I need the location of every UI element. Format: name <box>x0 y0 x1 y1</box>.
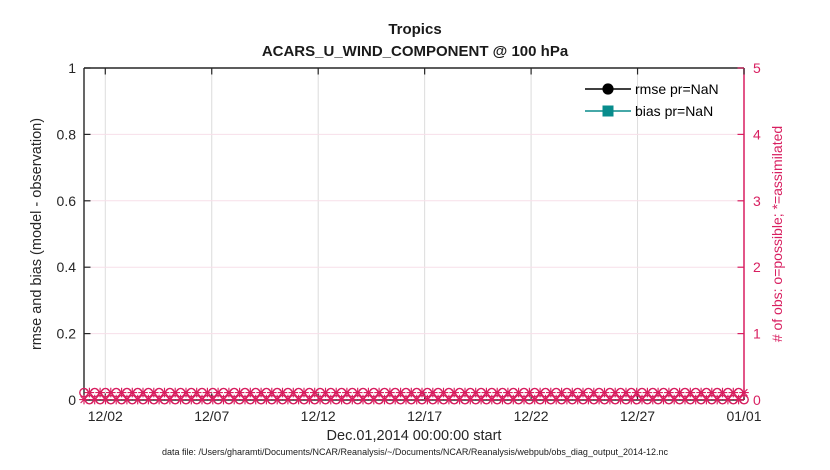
x-tick-label: 12/17 <box>407 408 442 424</box>
x-tick-label: 01/01 <box>726 408 761 424</box>
rmse-marker-icon <box>585 83 631 95</box>
plot-subtitle: ACARS_U_WIND_COMPONENT @ 100 hPa <box>261 43 569 60</box>
x-axis-label: Dec.01,2014 00:00:00 start <box>326 428 502 444</box>
y-right-tick-label: 3 <box>753 193 761 209</box>
x-tick-label: 12/27 <box>620 408 655 424</box>
y-left-tick-label: 1 <box>68 60 76 76</box>
legend: rmse pr=NaN bias pr=NaN <box>583 78 719 122</box>
legend-row-bias: bias pr=NaN <box>583 100 719 122</box>
plot-title: Tropics <box>388 21 442 38</box>
x-tick-label: 12/22 <box>514 408 549 424</box>
legend-label-bias: bias pr=NaN <box>635 103 714 119</box>
bias-square-marker <box>602 105 614 117</box>
y-axis-left-label: rmse and bias (model - observation) <box>29 117 45 351</box>
y-axis-right-label: # of obs: o=possible; *=assimilated <box>769 125 785 343</box>
x-tick-label: 12/12 <box>301 408 336 424</box>
legend-label-rmse: rmse pr=NaN <box>635 81 719 97</box>
y-left-tick-label: 0.4 <box>57 259 77 275</box>
y-left-tick-label: 0 <box>68 392 76 408</box>
bias-marker-icon <box>585 105 631 117</box>
y-right-tick-label: 2 <box>753 259 761 275</box>
y-left-tick-label: 0.2 <box>57 326 77 342</box>
legend-row-rmse: rmse pr=NaN <box>583 78 719 100</box>
x-tick-label: 12/02 <box>88 408 123 424</box>
x-tick-label: 12/07 <box>194 408 229 424</box>
y-left-tick-label: 0.6 <box>57 193 77 209</box>
data-file-caption: data file: /Users/gharamti/Documents/NCA… <box>161 447 668 457</box>
y-right-tick-label: 5 <box>753 60 761 76</box>
y-right-tick-label: 1 <box>753 326 761 342</box>
rmse-circle-marker <box>602 83 614 95</box>
y-right-tick-label: 0 <box>753 392 761 408</box>
y-left-tick-label: 0.8 <box>57 126 77 142</box>
obs-marker-band-asterisks <box>79 387 749 405</box>
y-right-tick-label: 4 <box>753 126 761 142</box>
